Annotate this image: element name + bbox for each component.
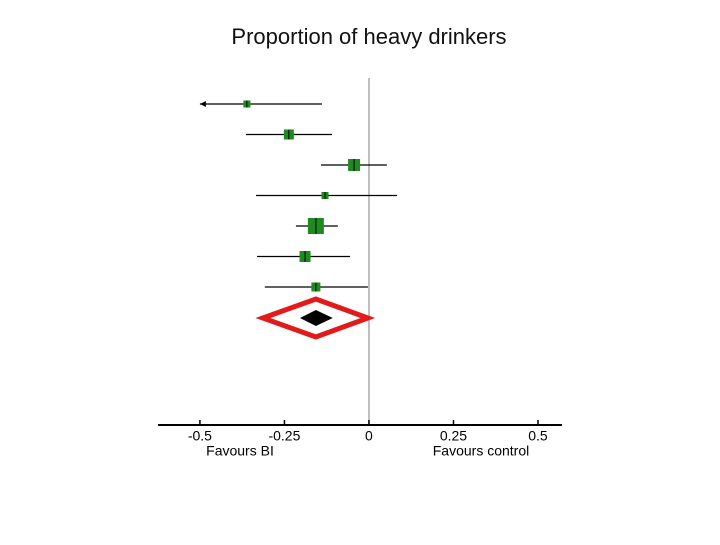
chart-title: Proportion of heavy drinkers bbox=[231, 24, 506, 49]
right-label: Favours control bbox=[433, 443, 529, 459]
pooled-diamond bbox=[299, 310, 333, 326]
x-tick-label: 0.25 bbox=[440, 428, 467, 444]
left-label: Favours BI bbox=[206, 443, 274, 459]
highlight-diamond bbox=[255, 296, 376, 340]
x-tick-label: -0.25 bbox=[268, 428, 300, 444]
ci-arrow bbox=[199, 101, 206, 107]
x-tick-label: 0 bbox=[365, 428, 373, 444]
x-tick-label: -0.5 bbox=[188, 428, 212, 444]
x-tick-label: 0.5 bbox=[528, 428, 548, 444]
